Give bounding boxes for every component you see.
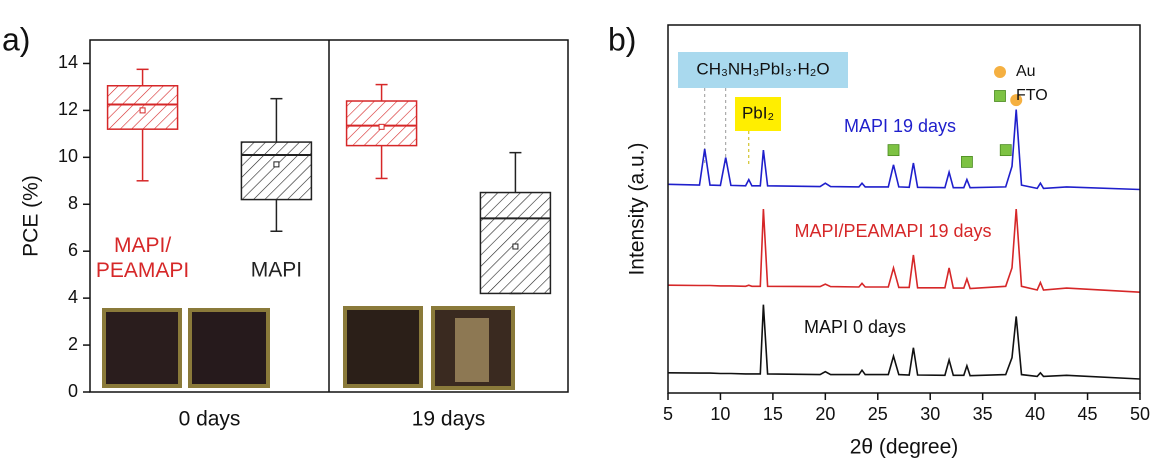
y-tick-label: 2	[68, 334, 78, 354]
plot-frame	[667, 24, 1141, 394]
y-tick-label: 12	[58, 99, 78, 119]
xrd-line	[667, 304, 1141, 380]
plot-frame	[89, 39, 569, 393]
annotation-box	[678, 52, 848, 88]
y-tick-label: 4	[68, 287, 78, 307]
y-tick-label: 6	[68, 240, 78, 260]
xrd-line	[667, 109, 1141, 191]
series-label: MAPI 19 days	[844, 116, 956, 136]
x-tick-label: 35	[973, 404, 993, 424]
x-tick-label: 10	[710, 404, 730, 424]
marker	[999, 144, 1012, 157]
marker	[1010, 94, 1023, 107]
series-label: MAPI/PEAMAPI	[96, 234, 189, 282]
photo	[188, 308, 270, 388]
panel-label: a)	[2, 21, 30, 57]
legend-swatch	[994, 90, 1006, 102]
annotation-text: PbI₂	[742, 103, 774, 122]
x-axis-title: 2θ (degree)	[850, 436, 959, 459]
y-tick-label: 14	[58, 52, 78, 72]
x-tick-label: 45	[1078, 404, 1098, 424]
photo	[343, 306, 423, 388]
box	[240, 141, 313, 201]
device-photos	[102, 306, 515, 390]
y-axis-title: Intensity (a.u.)	[626, 142, 649, 275]
x-tick-label: 19 days	[412, 408, 486, 431]
photo-detail	[455, 318, 489, 382]
y-tick-label: 8	[68, 193, 78, 213]
annotation-text: CH₃NH₃PbI₃·H₂O	[696, 59, 829, 78]
annotation-box	[735, 97, 781, 131]
y-axis-title: PCE (%)	[20, 175, 43, 257]
mean	[512, 243, 519, 250]
series-label: MAPI/PEAMAPI 19 days	[794, 221, 991, 241]
series-label: MAPI	[251, 259, 302, 282]
photo	[102, 308, 182, 388]
x-tick-label: 25	[868, 404, 888, 424]
box	[479, 191, 552, 295]
legend-label: FTO	[1016, 87, 1048, 104]
x-tick-label: 5	[663, 404, 673, 424]
mean	[139, 107, 146, 114]
marker	[887, 144, 900, 157]
legend-swatch	[994, 66, 1006, 78]
legend-label: Au	[1016, 63, 1036, 80]
marker	[961, 155, 973, 168]
x-tick-label: 0 days	[179, 408, 241, 431]
xrd-line	[667, 208, 1141, 293]
mean	[273, 161, 280, 168]
x-tick-label: 15	[763, 404, 783, 424]
mean	[378, 123, 385, 130]
x-tick-label: 50	[1130, 404, 1150, 424]
panel-label: b)	[608, 21, 636, 57]
series-label: MAPI 0 days	[804, 317, 906, 337]
x-tick-label: 20	[815, 404, 835, 424]
box	[345, 100, 418, 147]
y-tick-label: 0	[68, 381, 78, 401]
x-tick-label: 30	[920, 404, 940, 424]
x-tick-label: 40	[1025, 404, 1045, 424]
y-tick-label: 10	[58, 146, 78, 166]
